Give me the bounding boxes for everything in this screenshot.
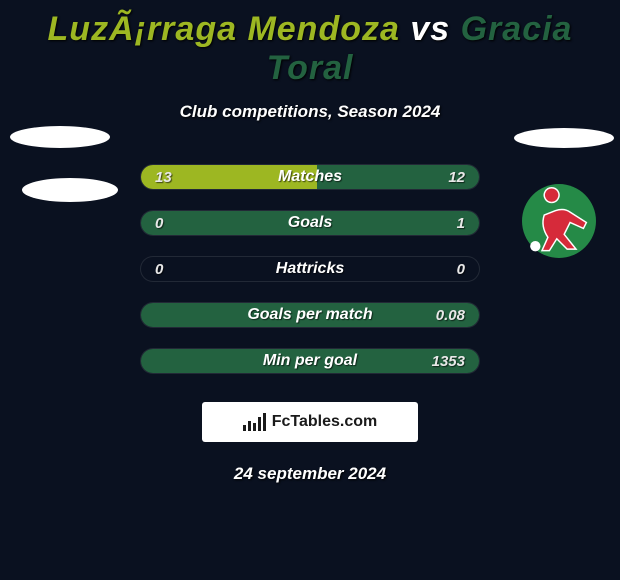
brand-name: FcTables.com <box>272 413 378 431</box>
stat-bar-text: 0 Goals 1 <box>141 211 479 235</box>
stat-value-right: 1 <box>457 215 465 232</box>
comparison-title: LuzÃ¡rraga Mendoza vs Gracia Toral <box>0 0 620 88</box>
right-avatar-placeholder-1 <box>514 128 614 148</box>
stat-label: Goals <box>288 214 332 232</box>
team-logo <box>514 176 604 266</box>
left-avatar-placeholder-2 <box>22 178 118 202</box>
stat-label: Goals per match <box>247 306 372 324</box>
stat-row: 0 Goals 1 <box>140 210 480 236</box>
stat-row: 0 Hattricks 0 <box>140 256 480 282</box>
comparison-subtitle: Club competitions, Season 2024 <box>0 102 620 122</box>
title-vs: vs <box>400 10 461 48</box>
stat-value-left: 13 <box>155 169 172 186</box>
stat-bar-text: Goals per match 0.08 <box>141 303 479 327</box>
stat-label: Matches <box>278 168 342 186</box>
stat-row: Goals per match 0.08 <box>140 302 480 328</box>
player-silhouette-icon <box>522 184 596 258</box>
stat-row: Min per goal 1353 <box>140 348 480 374</box>
chart-icon <box>243 413 266 431</box>
footer-date: 24 september 2024 <box>0 464 620 484</box>
stat-value-right: 0 <box>457 261 465 278</box>
stat-value-right: 1353 <box>432 353 465 370</box>
stat-label: Min per goal <box>263 352 357 370</box>
stat-bar-text: 0 Hattricks 0 <box>141 257 479 281</box>
left-avatar-placeholder-1 <box>10 126 110 148</box>
stat-bar-text: Min per goal 1353 <box>141 349 479 373</box>
stat-value-right: 12 <box>448 169 465 186</box>
stat-value-left: 0 <box>155 261 163 278</box>
title-left: LuzÃ¡rraga Mendoza <box>48 10 400 48</box>
stat-bar-text: 13 Matches 12 <box>141 165 479 189</box>
stat-value-right: 0.08 <box>436 307 465 324</box>
brand-footer: FcTables.com <box>202 402 418 442</box>
stat-row: 13 Matches 12 <box>140 164 480 190</box>
stat-value-left: 0 <box>155 215 163 232</box>
stat-label: Hattricks <box>276 260 344 278</box>
